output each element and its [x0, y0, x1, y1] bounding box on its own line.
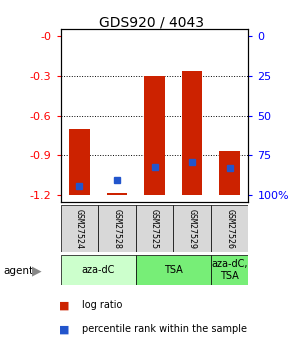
Text: ■: ■ [59, 325, 70, 334]
Bar [69, 129, 90, 195]
Text: GSM27525: GSM27525 [150, 209, 159, 248]
Text: GSM27529: GSM27529 [188, 209, 197, 248]
Text: aza-dC: aza-dC [82, 265, 115, 275]
Bar [107, 193, 127, 195]
Text: agent: agent [3, 266, 33, 276]
Text: ▶: ▶ [32, 264, 42, 277]
Text: GSM27524: GSM27524 [75, 209, 84, 248]
Text: ■: ■ [59, 300, 70, 310]
Bar [144, 76, 165, 195]
Bar [61, 255, 136, 285]
Text: GSM27526: GSM27526 [225, 209, 234, 248]
Text: log ratio: log ratio [82, 300, 122, 310]
Text: GDS920 / 4043: GDS920 / 4043 [99, 16, 204, 30]
Bar [136, 205, 173, 252]
Text: GSM27528: GSM27528 [112, 209, 122, 248]
Text: aza-dC,
TSA: aza-dC, TSA [211, 259, 248, 281]
Bar [136, 255, 211, 285]
Bar [61, 205, 98, 252]
Bar [98, 205, 136, 252]
Bar [173, 205, 211, 252]
Bar [182, 71, 202, 195]
Bar [211, 255, 248, 285]
Bar [219, 151, 240, 195]
Text: percentile rank within the sample: percentile rank within the sample [82, 325, 247, 334]
Text: TSA: TSA [164, 265, 183, 275]
Bar [211, 205, 248, 252]
